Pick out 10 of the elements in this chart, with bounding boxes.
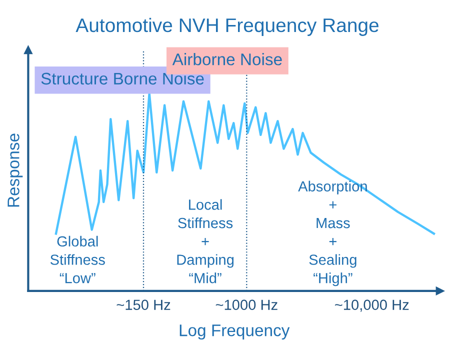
chart-title: Automotive NVH Frequency Range: [76, 18, 378, 36]
x-tick-label: ~150 Hz: [116, 300, 170, 310]
text: Airborne Noise: [172, 53, 282, 66]
text: Structure Borne Noise: [41, 72, 204, 85]
x-axis-title: Log Frequency: [180, 324, 290, 340]
x-tick-label: ~1000 Hz: [216, 300, 278, 310]
x-tick-label: ~10,000 Hz: [335, 300, 409, 312]
annotation: Local Stiffness + Damping “Mid”: [177, 199, 234, 284]
y-axis-title: Response: [8, 134, 23, 207]
annotation: Global Stiffness “Low”: [50, 236, 105, 284]
